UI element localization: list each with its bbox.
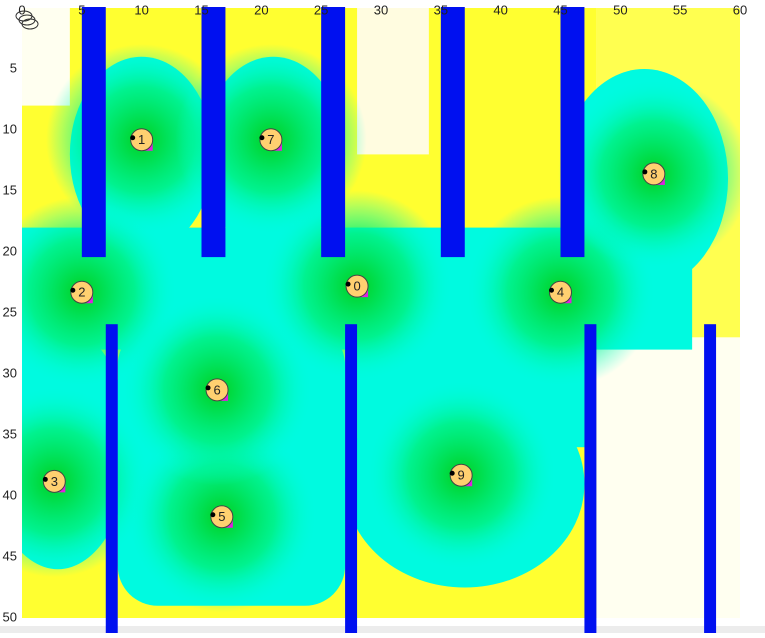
agent (130, 128, 154, 152)
y-tick-label: 15 (3, 182, 17, 197)
agent-label: 1 (138, 132, 145, 147)
agent (205, 378, 229, 402)
agent-label: 0 (353, 279, 360, 294)
agent-label: 9 (458, 468, 465, 483)
agent (210, 505, 234, 529)
agent (345, 274, 369, 298)
y-tick-label: 30 (3, 365, 17, 380)
wall (105, 324, 118, 636)
y-tick-label: 35 (3, 426, 17, 441)
x-tick-label: 30 (374, 2, 388, 17)
x-tick-label: 45 (553, 2, 567, 17)
x-tick-label: 50 (613, 2, 627, 17)
x-tick-label: 20 (254, 2, 268, 17)
agent (549, 280, 572, 304)
wall (704, 324, 717, 636)
x-tick-label: 15 (194, 2, 208, 17)
y-tick-label: 50 (3, 609, 17, 624)
y-tick-label: 10 (3, 121, 17, 136)
wall (584, 324, 597, 636)
sensor-dot (205, 385, 211, 391)
agent (259, 128, 283, 152)
y-tick-label: 40 (3, 487, 17, 502)
walls (81, 7, 717, 636)
wall (81, 7, 106, 258)
wall (345, 324, 358, 636)
agent-label: 8 (650, 166, 657, 181)
x-tick-label: 0 (18, 2, 25, 17)
y-tick-label: 45 (3, 548, 17, 563)
y-tick-label: 25 (3, 304, 17, 319)
axis-labels: 0 5 10 15 20 25 30 35 40 45 50 55 605101520253035404… (3, 2, 748, 624)
agent-label: 6 (213, 382, 220, 397)
robot-icon (15, 10, 39, 30)
x-tick-label: 35 (434, 2, 448, 17)
sensor-dot (642, 169, 648, 175)
wall (560, 7, 585, 258)
wall (321, 7, 346, 258)
sensor-dot (345, 281, 351, 287)
status-strip (0, 626, 765, 633)
agent-label: 7 (267, 132, 274, 147)
agent (449, 463, 473, 487)
wall (201, 7, 226, 258)
agent-label: 3 (51, 474, 58, 489)
x-tick-label: 60 (733, 2, 747, 17)
agent-label: 5 (218, 509, 225, 524)
sensor-dot (210, 512, 216, 518)
agent (642, 162, 666, 186)
agent (42, 469, 66, 493)
sensor-dot (259, 135, 265, 141)
sensor-dot (449, 470, 455, 476)
x-tick-label: 10 (134, 2, 148, 17)
agents: 0 1 2 3 4 5 6 7 8 9 (42, 128, 666, 529)
sensor-dot (70, 287, 76, 293)
agent-label: 4 (557, 285, 564, 300)
wall (440, 7, 465, 258)
sensor-dot (42, 476, 48, 482)
agent-label: 2 (78, 285, 85, 300)
field-region (357, 8, 429, 155)
x-tick-label: 55 (673, 2, 687, 17)
y-tick-label: 20 (3, 243, 17, 258)
x-tick-label: 5 (78, 2, 85, 17)
y-tick-label: 5 (10, 60, 17, 75)
sensor-dot (549, 287, 554, 293)
x-tick-label: 40 (493, 2, 507, 17)
x-tick-label: 25 (314, 2, 328, 17)
field-region (22, 385, 151, 578)
sensor-dot (130, 135, 136, 141)
coverage-field (22, 8, 740, 618)
agent (70, 280, 94, 304)
